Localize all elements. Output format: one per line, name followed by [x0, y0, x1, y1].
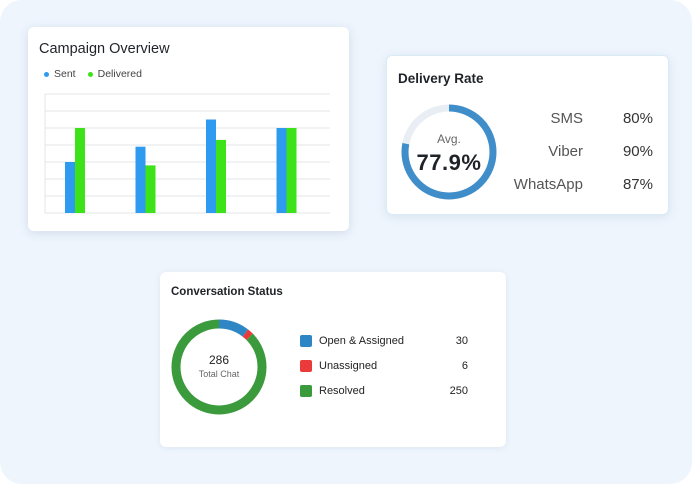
rate-value: 87% [622, 176, 653, 193]
bar-delivered-4[interactable] [286, 128, 297, 213]
delivery-ring-progress [401, 104, 497, 200]
bar-sent-3[interactable] [206, 119, 216, 214]
status-name: Open & Assigned [319, 335, 405, 347]
rate-row-whatsapp: WhatsApp 87% [513, 176, 653, 196]
rate-name: WhatsApp [513, 176, 583, 193]
bar-delivered-1[interactable] [75, 128, 85, 213]
legend-delivered-label: Delivered [97, 68, 142, 80]
avg-value: 77.9% [416, 150, 482, 175]
status-row-open-assigned[interactable]: Open & Assigned 30 [300, 335, 468, 351]
open-assigned-swatch-icon [300, 335, 312, 347]
campaign-overview-title: Campaign Overview [39, 41, 170, 57]
status-count: 250 [449, 385, 468, 397]
rate-value: 80% [622, 110, 653, 127]
status-name: Resolved [319, 385, 365, 397]
legend-sent[interactable]: Sent [44, 68, 76, 80]
rate-value: 90% [622, 143, 653, 160]
bar-delivered-3[interactable] [216, 139, 226, 213]
conversation-donut-chart [171, 319, 267, 415]
campaign-legend: Sent Delivered [44, 68, 142, 80]
status-row-unassigned[interactable]: Unassigned 6 [300, 360, 468, 376]
campaign-bar-chart [44, 93, 330, 214]
status-count: 30 [455, 335, 468, 347]
campaign-overview-card: Campaign Overview Sent Delivered [28, 27, 349, 231]
delivery-rate-card: Delivery Rate Avg. 77.9% SMS 80% Viber 9… [386, 55, 669, 215]
rate-name: SMS [550, 110, 583, 127]
delivered-dot-icon [87, 71, 93, 77]
bar-delivered-2[interactable] [145, 165, 156, 213]
rate-row-viber: Viber 90% [515, 143, 653, 163]
legend-delivered[interactable]: Delivered [87, 68, 142, 80]
legend-sent-label: Sent [54, 68, 76, 80]
status-name: Unassigned [319, 360, 378, 372]
resolved-swatch-icon [300, 385, 312, 397]
total-chat-count: 286 [208, 353, 230, 367]
sent-dot-icon [44, 71, 49, 77]
bar-sent-1[interactable] [65, 162, 75, 213]
bar-sent-2[interactable] [135, 146, 146, 213]
unassigned-swatch-icon [300, 360, 312, 372]
total-chat-label: Total Chat [198, 369, 240, 379]
conversation-status-title: Conversation Status [171, 286, 283, 298]
delivery-rate-title: Delivery Rate [398, 71, 484, 86]
rate-name: Viber [548, 143, 583, 160]
status-count: 6 [461, 360, 468, 372]
conversation-status-card: Conversation Status 286 Total Chat Open … [160, 272, 506, 447]
bar-sent-4[interactable] [276, 128, 287, 213]
status-row-resolved[interactable]: Resolved 250 [300, 385, 468, 401]
rate-row-sms: SMS 80% [515, 110, 653, 130]
avg-label: Avg. [437, 132, 461, 146]
delivery-rate-ring [401, 104, 497, 200]
donut-slice-resolved[interactable] [171, 319, 267, 415]
